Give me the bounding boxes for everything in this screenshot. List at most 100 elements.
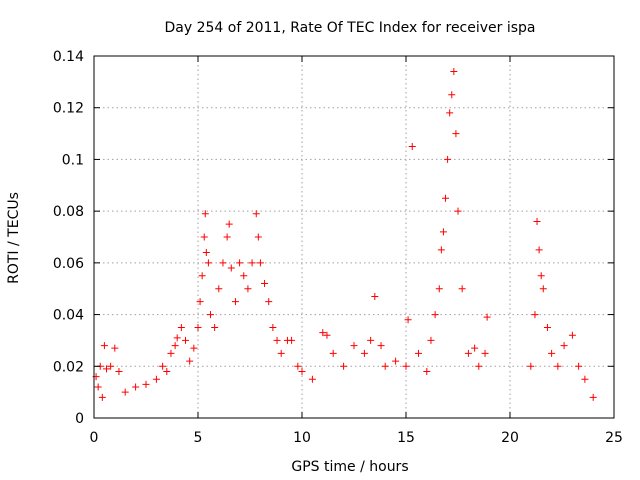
x-tick-label: 25 <box>605 430 623 446</box>
data-point <box>107 362 115 370</box>
data-point <box>589 393 597 401</box>
data-point <box>211 324 219 331</box>
y-tick-label: 0 <box>75 411 84 427</box>
data-point <box>256 259 264 267</box>
y-tick-label: 0.08 <box>53 204 84 220</box>
data-point <box>537 272 545 280</box>
data-point <box>531 311 539 319</box>
data-point <box>471 344 479 352</box>
data-point <box>392 357 400 365</box>
data-point <box>458 285 466 293</box>
data-point <box>381 362 389 370</box>
data-point <box>319 329 327 337</box>
y-tick-label: 0.02 <box>53 359 84 375</box>
x-tick-label: 5 <box>194 430 203 446</box>
data-point <box>560 342 568 350</box>
data-point <box>177 324 185 331</box>
data-point <box>198 272 206 280</box>
x-tick-label: 0 <box>90 430 99 446</box>
x-tick-label: 15 <box>397 430 415 446</box>
data-point <box>294 362 302 370</box>
data-point <box>269 324 277 331</box>
data-point <box>173 334 181 342</box>
data-point <box>204 259 212 267</box>
data-point <box>227 264 235 272</box>
data-point <box>167 349 175 357</box>
data-point <box>448 91 456 99</box>
data-point <box>240 272 248 280</box>
data-point <box>142 380 150 388</box>
data-point <box>377 342 385 350</box>
data-point <box>340 362 348 370</box>
data-point <box>402 362 410 370</box>
data-point <box>464 349 472 357</box>
data-point <box>483 313 491 321</box>
data-point <box>111 344 119 352</box>
chart-title: Day 254 of 2011, Rate Of TEC Index for r… <box>164 20 535 36</box>
data-point <box>223 233 231 241</box>
data-point <box>535 246 543 254</box>
data-point <box>115 367 123 375</box>
data-point <box>132 383 140 391</box>
x-axis-ticks: 0 5 10 15 20 25 <box>90 56 623 446</box>
data-point <box>248 259 256 267</box>
data-point <box>265 298 273 306</box>
data-point <box>527 362 535 370</box>
data-point <box>568 331 576 339</box>
x-axis-label: GPS time / hours <box>291 459 408 475</box>
data-points <box>92 68 597 401</box>
data-point <box>554 362 562 370</box>
data-point <box>329 349 337 357</box>
grid <box>94 56 614 418</box>
y-tick-label: 0.12 <box>53 101 84 117</box>
y-axis-ticks: 0 0.02 0.04 0.06 0.08 0.1 0.12 0.14 <box>53 49 614 427</box>
data-point <box>581 375 589 383</box>
data-point <box>236 259 244 267</box>
data-point <box>367 336 375 344</box>
data-point <box>225 220 233 228</box>
data-point <box>163 367 171 375</box>
data-point <box>350 342 358 350</box>
data-point <box>452 130 460 138</box>
data-point <box>481 349 489 357</box>
data-point <box>446 109 454 117</box>
data-point <box>94 383 102 391</box>
data-point <box>152 375 160 383</box>
y-tick-label: 0.1 <box>62 152 84 168</box>
data-point <box>437 246 445 254</box>
x-tick-label: 10 <box>293 430 311 446</box>
data-point <box>450 68 458 76</box>
data-point <box>121 388 129 396</box>
data-point <box>408 143 416 150</box>
data-point <box>288 336 296 344</box>
data-point <box>254 233 262 241</box>
data-point <box>371 292 379 300</box>
data-point <box>196 298 204 306</box>
data-point <box>543 324 551 331</box>
data-point <box>431 311 439 319</box>
data-point <box>171 342 179 350</box>
data-point <box>298 367 306 375</box>
data-point <box>427 336 435 344</box>
plot-frame <box>93 55 615 419</box>
data-point <box>442 194 450 202</box>
data-point <box>215 285 223 293</box>
data-point <box>200 233 208 241</box>
data-point <box>159 362 167 370</box>
y-tick-label: 0.06 <box>53 256 84 272</box>
y-axis-label: ROTI / TECUs <box>6 192 22 284</box>
data-point <box>190 344 198 352</box>
data-point <box>194 324 202 331</box>
y-tick-label: 0.04 <box>53 308 84 324</box>
data-point <box>202 249 210 257</box>
data-point <box>277 349 285 357</box>
data-point <box>186 357 194 365</box>
data-point <box>439 228 447 236</box>
data-point <box>539 285 547 293</box>
data-point <box>435 285 443 293</box>
data-point <box>575 362 583 370</box>
data-point <box>308 375 316 383</box>
data-point <box>533 217 541 225</box>
data-point <box>206 311 214 319</box>
